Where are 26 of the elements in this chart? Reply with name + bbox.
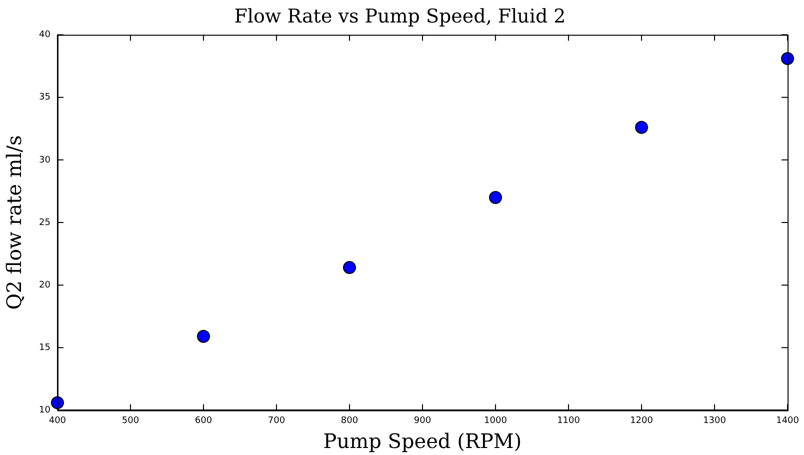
x-tick-label: 600 <box>194 416 212 426</box>
y-tick-label: 30 <box>39 155 51 166</box>
x-tick-label: 1200 <box>630 416 654 426</box>
y-tick-label: 25 <box>39 218 50 228</box>
point <box>342 261 356 274</box>
point <box>781 52 794 66</box>
x-tick-label: 1100 <box>557 416 580 426</box>
x-tick-label: 500 <box>122 416 140 426</box>
chart-title: Flow Rate vs Pump Speed, Fluid 2 <box>234 5 566 28</box>
x-tick-label: 1400 <box>776 416 800 426</box>
y-tick-label: 35 <box>39 92 50 103</box>
x-tick-label: 800 <box>340 416 358 426</box>
y-tick-label: 40 <box>39 30 51 40</box>
x-tick-label: 900 <box>414 416 432 426</box>
y-tick-label: 15 <box>39 342 50 353</box>
y-axis-title: Q2 flow rate ml/s <box>2 135 26 310</box>
point <box>196 330 210 343</box>
y-tick-label: 20 <box>39 280 51 290</box>
x-tick-label: 400 <box>48 416 66 426</box>
x-axis-title: Pump Speed (RPM) <box>323 429 522 454</box>
y-tick-label: 10 <box>39 406 51 416</box>
point <box>635 120 648 134</box>
x-tick-label: 1300 <box>703 416 726 426</box>
x-tick-label: 700 <box>268 416 286 426</box>
x-tick-label: 1000 <box>484 416 508 426</box>
point <box>489 190 502 204</box>
